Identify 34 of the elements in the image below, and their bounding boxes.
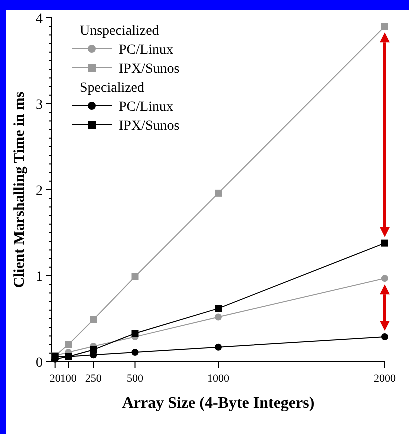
point — [65, 341, 72, 348]
legend-label: PC/Linux — [119, 100, 174, 115]
point — [90, 316, 98, 324]
x-axis-title: Array Size (4-Byte Integers) — [122, 395, 315, 412]
point — [132, 330, 139, 338]
x-tick-label: 1000 — [208, 373, 230, 385]
y-tick-label: 1 — [36, 270, 43, 285]
legend-label: IPX/Sunos — [119, 118, 180, 134]
point — [382, 334, 388, 341]
point — [382, 240, 388, 247]
legend-label: IPX/Sunos — [119, 62, 180, 77]
y-tick-label: 4 — [36, 12, 43, 27]
point — [382, 23, 388, 30]
y-tick-label: 2 — [36, 184, 43, 199]
x-tick-label: 20 — [50, 373, 62, 385]
x-tick-label: 100 — [60, 373, 78, 385]
point — [132, 273, 139, 280]
point — [382, 275, 388, 282]
point — [215, 344, 222, 351]
x-tick-label: 2000 — [374, 373, 396, 385]
x-tick-label: 250 — [85, 373, 102, 385]
x-tick-label: 500 — [127, 373, 144, 385]
point — [65, 353, 72, 360]
point — [215, 314, 222, 321]
legend-label: PC/Linux — [119, 42, 174, 58]
y-tick-label: 0 — [36, 356, 43, 371]
point — [90, 346, 98, 354]
annotation: Specialized — [80, 80, 145, 96]
point — [215, 305, 222, 312]
annotation: Unspecialized — [80, 24, 160, 39]
point — [132, 349, 139, 356]
point — [215, 190, 222, 197]
y-axis-title: Client Marshalling Time in ms — [12, 92, 28, 288]
y-tick-label: 3 — [36, 98, 43, 113]
